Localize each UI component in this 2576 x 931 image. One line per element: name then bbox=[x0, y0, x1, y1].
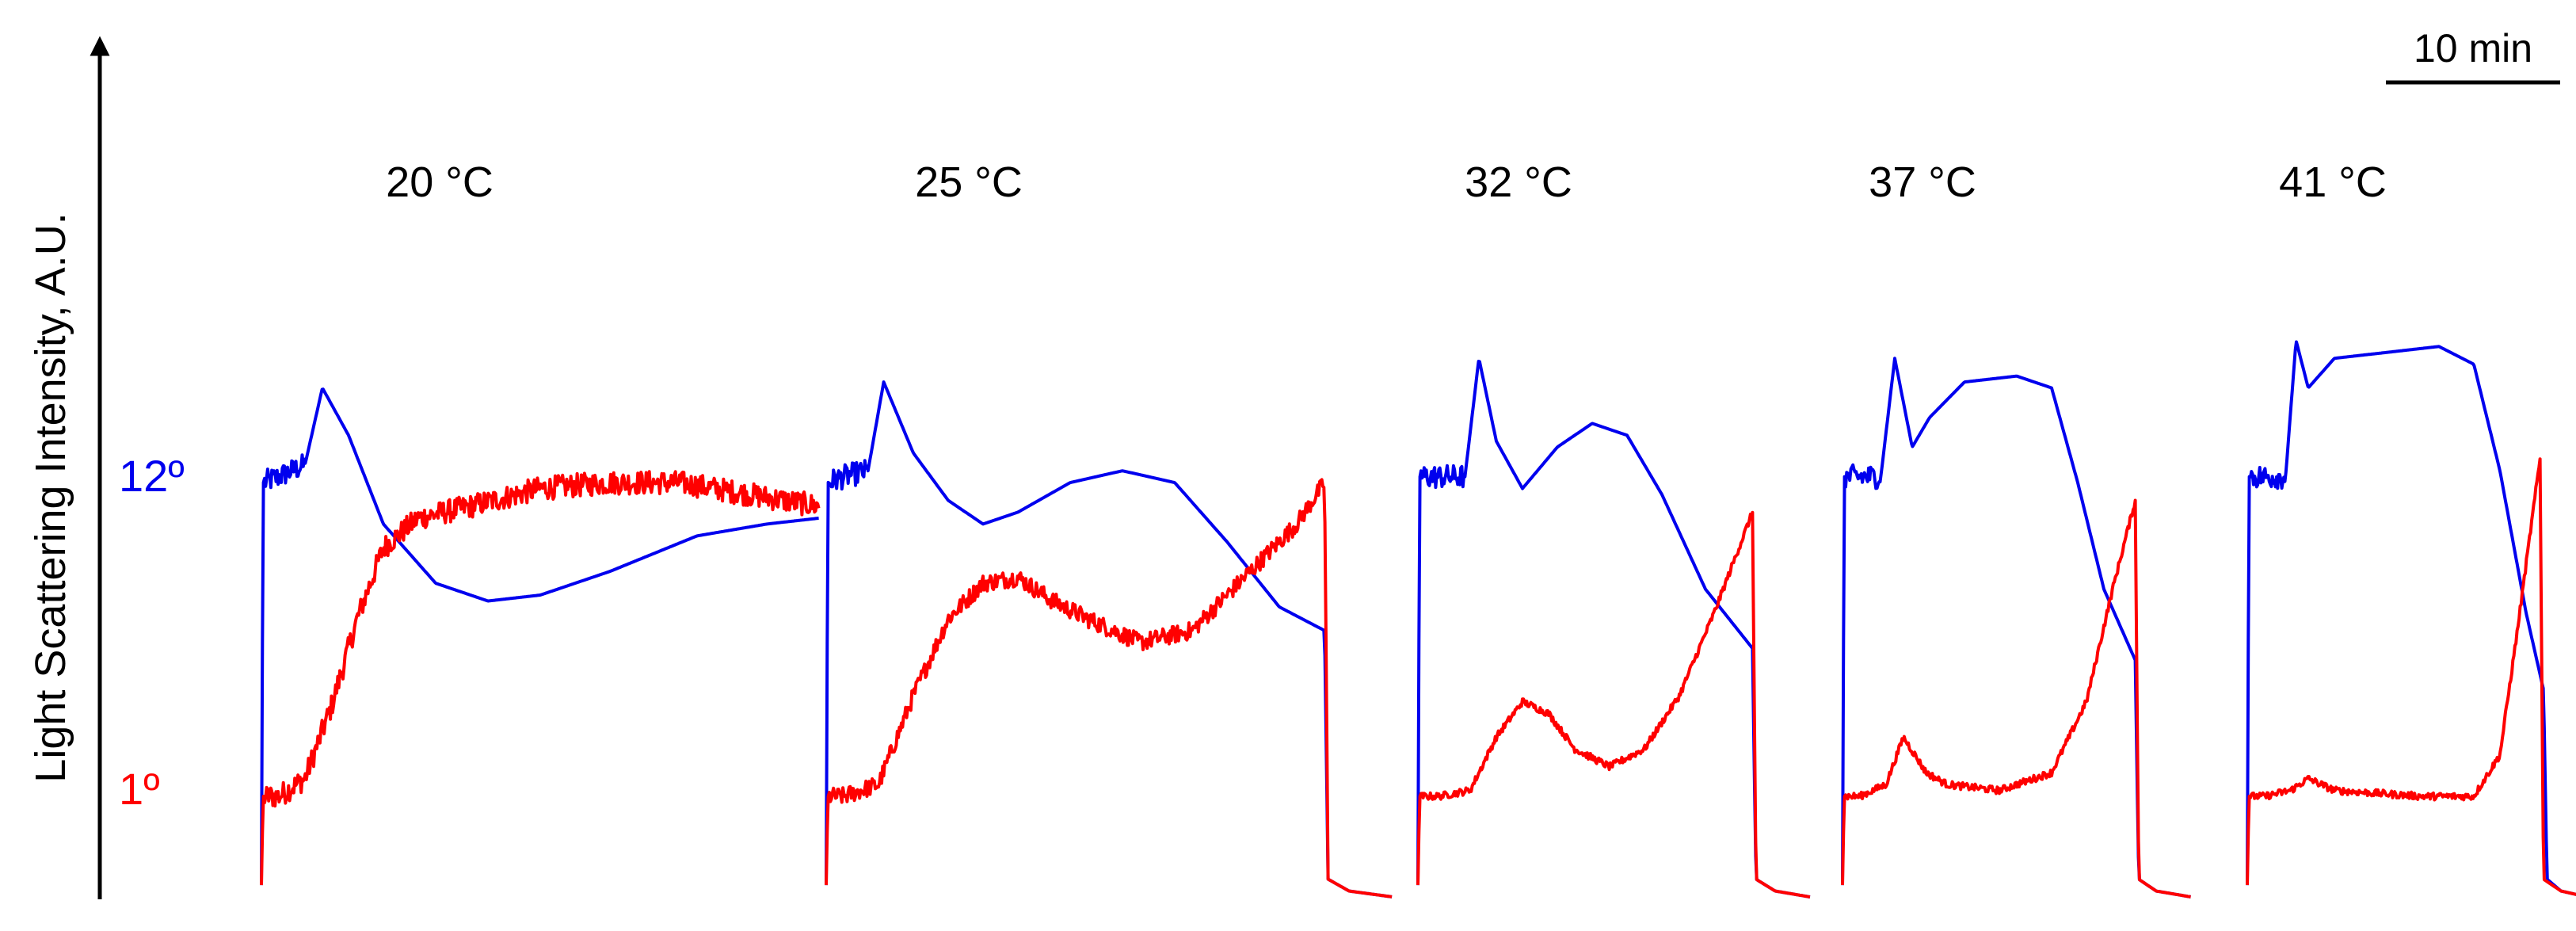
panel-temperature-label: 25 °C bbox=[915, 158, 1023, 206]
scale-bar-label: 10 min bbox=[2414, 26, 2532, 71]
y-axis-label: Light Scattering Intensity, A.U. bbox=[27, 212, 74, 782]
y-tick-label-1deg: 1º bbox=[119, 764, 160, 814]
series-line-blue-12deg bbox=[1841, 357, 2192, 899]
series-line-red-1deg bbox=[260, 470, 821, 886]
panel-3: 37 °C bbox=[1841, 158, 2192, 899]
y-tick-label-12deg: 12º bbox=[119, 451, 185, 501]
series-line-red-1deg bbox=[825, 478, 1393, 899]
series-line-blue-12deg bbox=[260, 387, 820, 886]
panel-temperature-label: 32 °C bbox=[1465, 158, 1572, 206]
series-line-blue-12deg bbox=[2246, 340, 2576, 896]
panel-1: 25 °C bbox=[825, 158, 1393, 899]
panel-temperature-label: 20 °C bbox=[386, 158, 493, 206]
series-line-blue-12deg bbox=[825, 380, 1393, 899]
series-line-red-1deg bbox=[2246, 457, 2576, 896]
panel-0: 20 °C bbox=[260, 158, 821, 886]
series-line-blue-12deg bbox=[1416, 360, 1811, 899]
panel-temperature-label: 37 °C bbox=[1869, 158, 1976, 206]
panel-temperature-label: 41 °C bbox=[2279, 158, 2387, 206]
panel-2: 32 °C bbox=[1416, 158, 1811, 899]
series-line-red-1deg bbox=[1416, 510, 1811, 899]
series-line-red-1deg bbox=[1841, 498, 2192, 899]
chart-panels: 20 °C 25 °C 32 °C 37 °C 41 °C bbox=[260, 158, 2576, 899]
panel-4: 41 °C bbox=[2246, 158, 2576, 896]
